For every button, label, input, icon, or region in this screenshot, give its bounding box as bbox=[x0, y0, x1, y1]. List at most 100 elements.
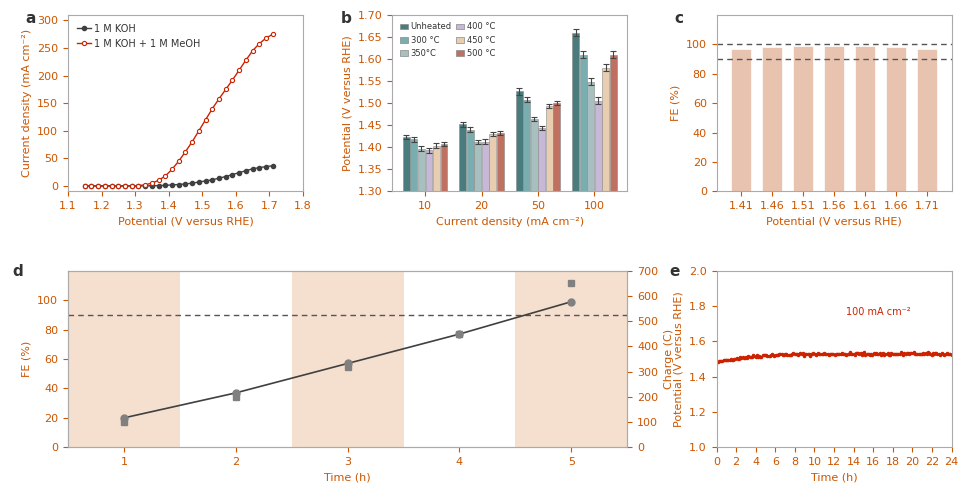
Text: b: b bbox=[341, 11, 352, 26]
Bar bbox=[425, 151, 432, 191]
X-axis label: Potential (V versus RHE): Potential (V versus RHE) bbox=[117, 217, 253, 227]
Bar bbox=[291, 271, 404, 447]
1 M KOH bbox=[159, 182, 171, 188]
1 M KOH + 1 M MeOH bbox=[247, 48, 258, 54]
1 M KOH bbox=[247, 166, 258, 172]
1 M KOH bbox=[207, 177, 218, 183]
Legend: Unheated, 300 °C, 350°C, 400 °C, 450 °C, 500 °C: Unheated, 300 °C, 350°C, 400 °C, 450 °C,… bbox=[396, 19, 498, 61]
Bar bbox=[546, 106, 552, 191]
1 M KOH + 1 M MeOH bbox=[119, 183, 131, 189]
1 M KOH + 1 M MeOH bbox=[240, 57, 251, 63]
Bar bbox=[572, 33, 579, 191]
Text: 100 mA cm⁻²: 100 mA cm⁻² bbox=[846, 307, 911, 317]
X-axis label: Potential (V versus RHE): Potential (V versus RHE) bbox=[766, 217, 902, 227]
1 M KOH + 1 M MeOH bbox=[126, 183, 138, 189]
Bar bbox=[459, 124, 466, 191]
Line: 1 M KOH: 1 M KOH bbox=[83, 164, 275, 188]
1 M KOH bbox=[152, 182, 164, 188]
1 M KOH bbox=[219, 173, 231, 179]
Bar bbox=[516, 271, 627, 447]
Bar bbox=[731, 49, 752, 191]
1 M KOH bbox=[267, 163, 279, 169]
Legend: 1 M KOH, 1 M KOH + 1 M MeOH: 1 M KOH, 1 M KOH + 1 M MeOH bbox=[73, 20, 205, 52]
Y-axis label: Current density (mA cm⁻²): Current density (mA cm⁻²) bbox=[21, 29, 32, 177]
1 M KOH bbox=[92, 183, 104, 189]
1 M KOH + 1 M MeOH bbox=[233, 67, 245, 73]
X-axis label: Time (h): Time (h) bbox=[811, 473, 857, 483]
1 M KOH bbox=[119, 183, 131, 189]
1 M KOH bbox=[166, 182, 178, 188]
1 M KOH + 1 M MeOH bbox=[207, 106, 218, 112]
1 M KOH + 1 M MeOH bbox=[106, 183, 117, 189]
1 M KOH + 1 M MeOH bbox=[159, 173, 171, 179]
Bar bbox=[411, 139, 418, 191]
1 M KOH + 1 M MeOH bbox=[219, 86, 231, 92]
Bar bbox=[523, 99, 530, 191]
1 M KOH + 1 M MeOH bbox=[173, 158, 184, 164]
Bar bbox=[762, 47, 783, 191]
1 M KOH bbox=[79, 183, 90, 189]
1 M KOH + 1 M MeOH bbox=[146, 180, 157, 186]
Bar bbox=[418, 149, 425, 191]
1 M KOH + 1 M MeOH bbox=[214, 96, 225, 102]
1 M KOH + 1 M MeOH bbox=[92, 183, 104, 189]
1 M KOH bbox=[99, 183, 111, 189]
1 M KOH bbox=[106, 183, 117, 189]
Bar bbox=[793, 46, 813, 191]
X-axis label: Time (h): Time (h) bbox=[324, 473, 371, 483]
Bar bbox=[553, 103, 560, 191]
1 M KOH + 1 M MeOH bbox=[253, 41, 265, 47]
1 M KOH bbox=[113, 183, 124, 189]
Bar bbox=[886, 47, 906, 191]
Text: e: e bbox=[670, 264, 680, 279]
Bar bbox=[610, 55, 617, 191]
Text: d: d bbox=[12, 264, 22, 279]
1 M KOH + 1 M MeOH bbox=[226, 77, 238, 83]
1 M KOH bbox=[180, 181, 191, 187]
Bar bbox=[580, 55, 586, 191]
Y-axis label: Potential (V versus RHE): Potential (V versus RHE) bbox=[342, 35, 352, 171]
1 M KOH + 1 M MeOH bbox=[200, 117, 212, 123]
1 M KOH bbox=[200, 178, 212, 184]
Bar bbox=[467, 130, 474, 191]
Text: c: c bbox=[674, 11, 684, 26]
1 M KOH + 1 M MeOH bbox=[166, 166, 178, 172]
1 M KOH bbox=[85, 183, 97, 189]
Bar bbox=[441, 144, 448, 191]
Y-axis label: FE (%): FE (%) bbox=[21, 341, 32, 377]
1 M KOH + 1 M MeOH bbox=[193, 128, 205, 134]
1 M KOH bbox=[240, 167, 251, 173]
Y-axis label: Charge (C): Charge (C) bbox=[664, 329, 674, 389]
1 M KOH + 1 M MeOH bbox=[267, 31, 279, 37]
1 M KOH bbox=[214, 175, 225, 181]
Bar bbox=[602, 68, 609, 191]
1 M KOH + 1 M MeOH bbox=[79, 183, 90, 189]
1 M KOH bbox=[126, 183, 138, 189]
Bar bbox=[497, 133, 504, 191]
1 M KOH bbox=[233, 169, 245, 175]
1 M KOH + 1 M MeOH bbox=[186, 139, 198, 145]
1 M KOH + 1 M MeOH bbox=[152, 177, 164, 183]
Bar bbox=[531, 119, 538, 191]
1 M KOH + 1 M MeOH bbox=[133, 182, 145, 188]
Bar bbox=[538, 128, 545, 191]
Y-axis label: Potential (V versus RHE): Potential (V versus RHE) bbox=[674, 291, 684, 427]
1 M KOH bbox=[173, 181, 184, 187]
Bar bbox=[516, 91, 522, 191]
1 M KOH bbox=[133, 183, 145, 189]
Bar bbox=[917, 49, 937, 191]
Bar bbox=[824, 46, 844, 191]
1 M KOH + 1 M MeOH bbox=[180, 149, 191, 155]
1 M KOH bbox=[193, 179, 205, 185]
1 M KOH bbox=[140, 183, 151, 189]
Bar bbox=[482, 142, 488, 191]
1 M KOH bbox=[186, 180, 198, 186]
X-axis label: Current density (mA cm⁻²): Current density (mA cm⁻²) bbox=[436, 217, 584, 227]
Bar bbox=[403, 137, 410, 191]
Bar bbox=[68, 271, 180, 447]
Bar bbox=[433, 146, 440, 191]
Bar bbox=[594, 101, 602, 191]
1 M KOH + 1 M MeOH bbox=[113, 183, 124, 189]
Text: a: a bbox=[25, 11, 36, 26]
Bar bbox=[489, 134, 496, 191]
